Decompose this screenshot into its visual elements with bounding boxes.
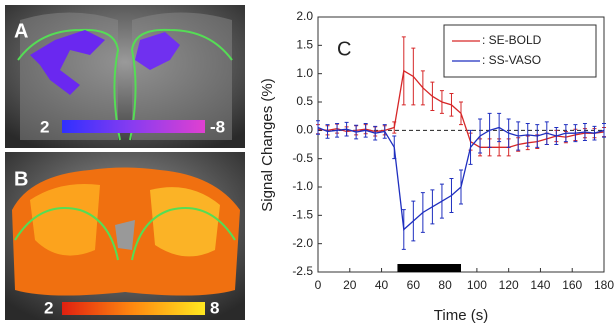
error-bar xyxy=(402,37,406,105)
y-tick-label: 1.5 xyxy=(296,38,313,52)
error-bar xyxy=(421,71,425,105)
x-tick-label: 160 xyxy=(562,278,582,292)
y-tick-label: 0.0 xyxy=(296,123,313,137)
colorbar-min: 2 xyxy=(44,298,53,317)
y-tick-label: -1.0 xyxy=(292,179,313,193)
error-bar xyxy=(440,184,444,218)
y-tick-label: 2.0 xyxy=(296,9,313,23)
colorbar-max: 8 xyxy=(210,298,219,317)
panel-a: A 2 -8 xyxy=(5,5,245,148)
error-bar xyxy=(421,193,425,233)
panel-b: B 2 8 xyxy=(5,152,245,320)
error-bar xyxy=(449,179,453,213)
legend-label: : SS-VASO xyxy=(482,53,541,67)
error-bar xyxy=(459,102,463,125)
x-tick-label: 40 xyxy=(375,278,389,292)
x-tick-label: 120 xyxy=(499,278,519,292)
colorbar-max: -8 xyxy=(210,117,225,136)
x-tick-label: 100 xyxy=(467,278,487,292)
y-tick-label: 1.0 xyxy=(296,66,313,80)
figure: A 2 -8 B 2 8 C Time (s) Signal Changes (… xyxy=(0,0,614,327)
y-axis-label: Signal Changes (%) xyxy=(259,78,276,211)
error-bar xyxy=(411,201,415,241)
x-tick-label: 80 xyxy=(438,278,452,292)
stimulus-bar xyxy=(397,264,461,272)
legend-label: : SE-BOLD xyxy=(482,33,542,47)
error-bar xyxy=(459,170,463,204)
error-bar xyxy=(411,48,415,105)
panel-label: A xyxy=(14,20,28,42)
page: A 2 -8 B 2 8 C Time (s) Signal Changes (… xyxy=(0,0,614,327)
x-tick-label: 60 xyxy=(407,278,421,292)
x-tick-label: 180 xyxy=(594,278,614,292)
x-tick-label: 20 xyxy=(343,278,357,292)
panel-label: B xyxy=(14,168,28,190)
x-axis-label: Time (s) xyxy=(434,307,488,324)
panel-label: C xyxy=(337,38,351,60)
error-bar xyxy=(430,190,434,224)
y-tick-label: -1.5 xyxy=(292,208,313,222)
y-tick-label: -2.0 xyxy=(292,236,313,250)
error-bar xyxy=(430,82,434,110)
error-bar xyxy=(469,130,473,164)
x-tick-label: 140 xyxy=(530,278,550,292)
y-tick-label: -2.5 xyxy=(292,264,313,278)
colorbar-min: 2 xyxy=(40,117,49,136)
y-tick-label: -0.5 xyxy=(292,151,313,165)
y-tick-label: 0.5 xyxy=(296,94,313,108)
x-tick-label: 0 xyxy=(315,278,322,292)
